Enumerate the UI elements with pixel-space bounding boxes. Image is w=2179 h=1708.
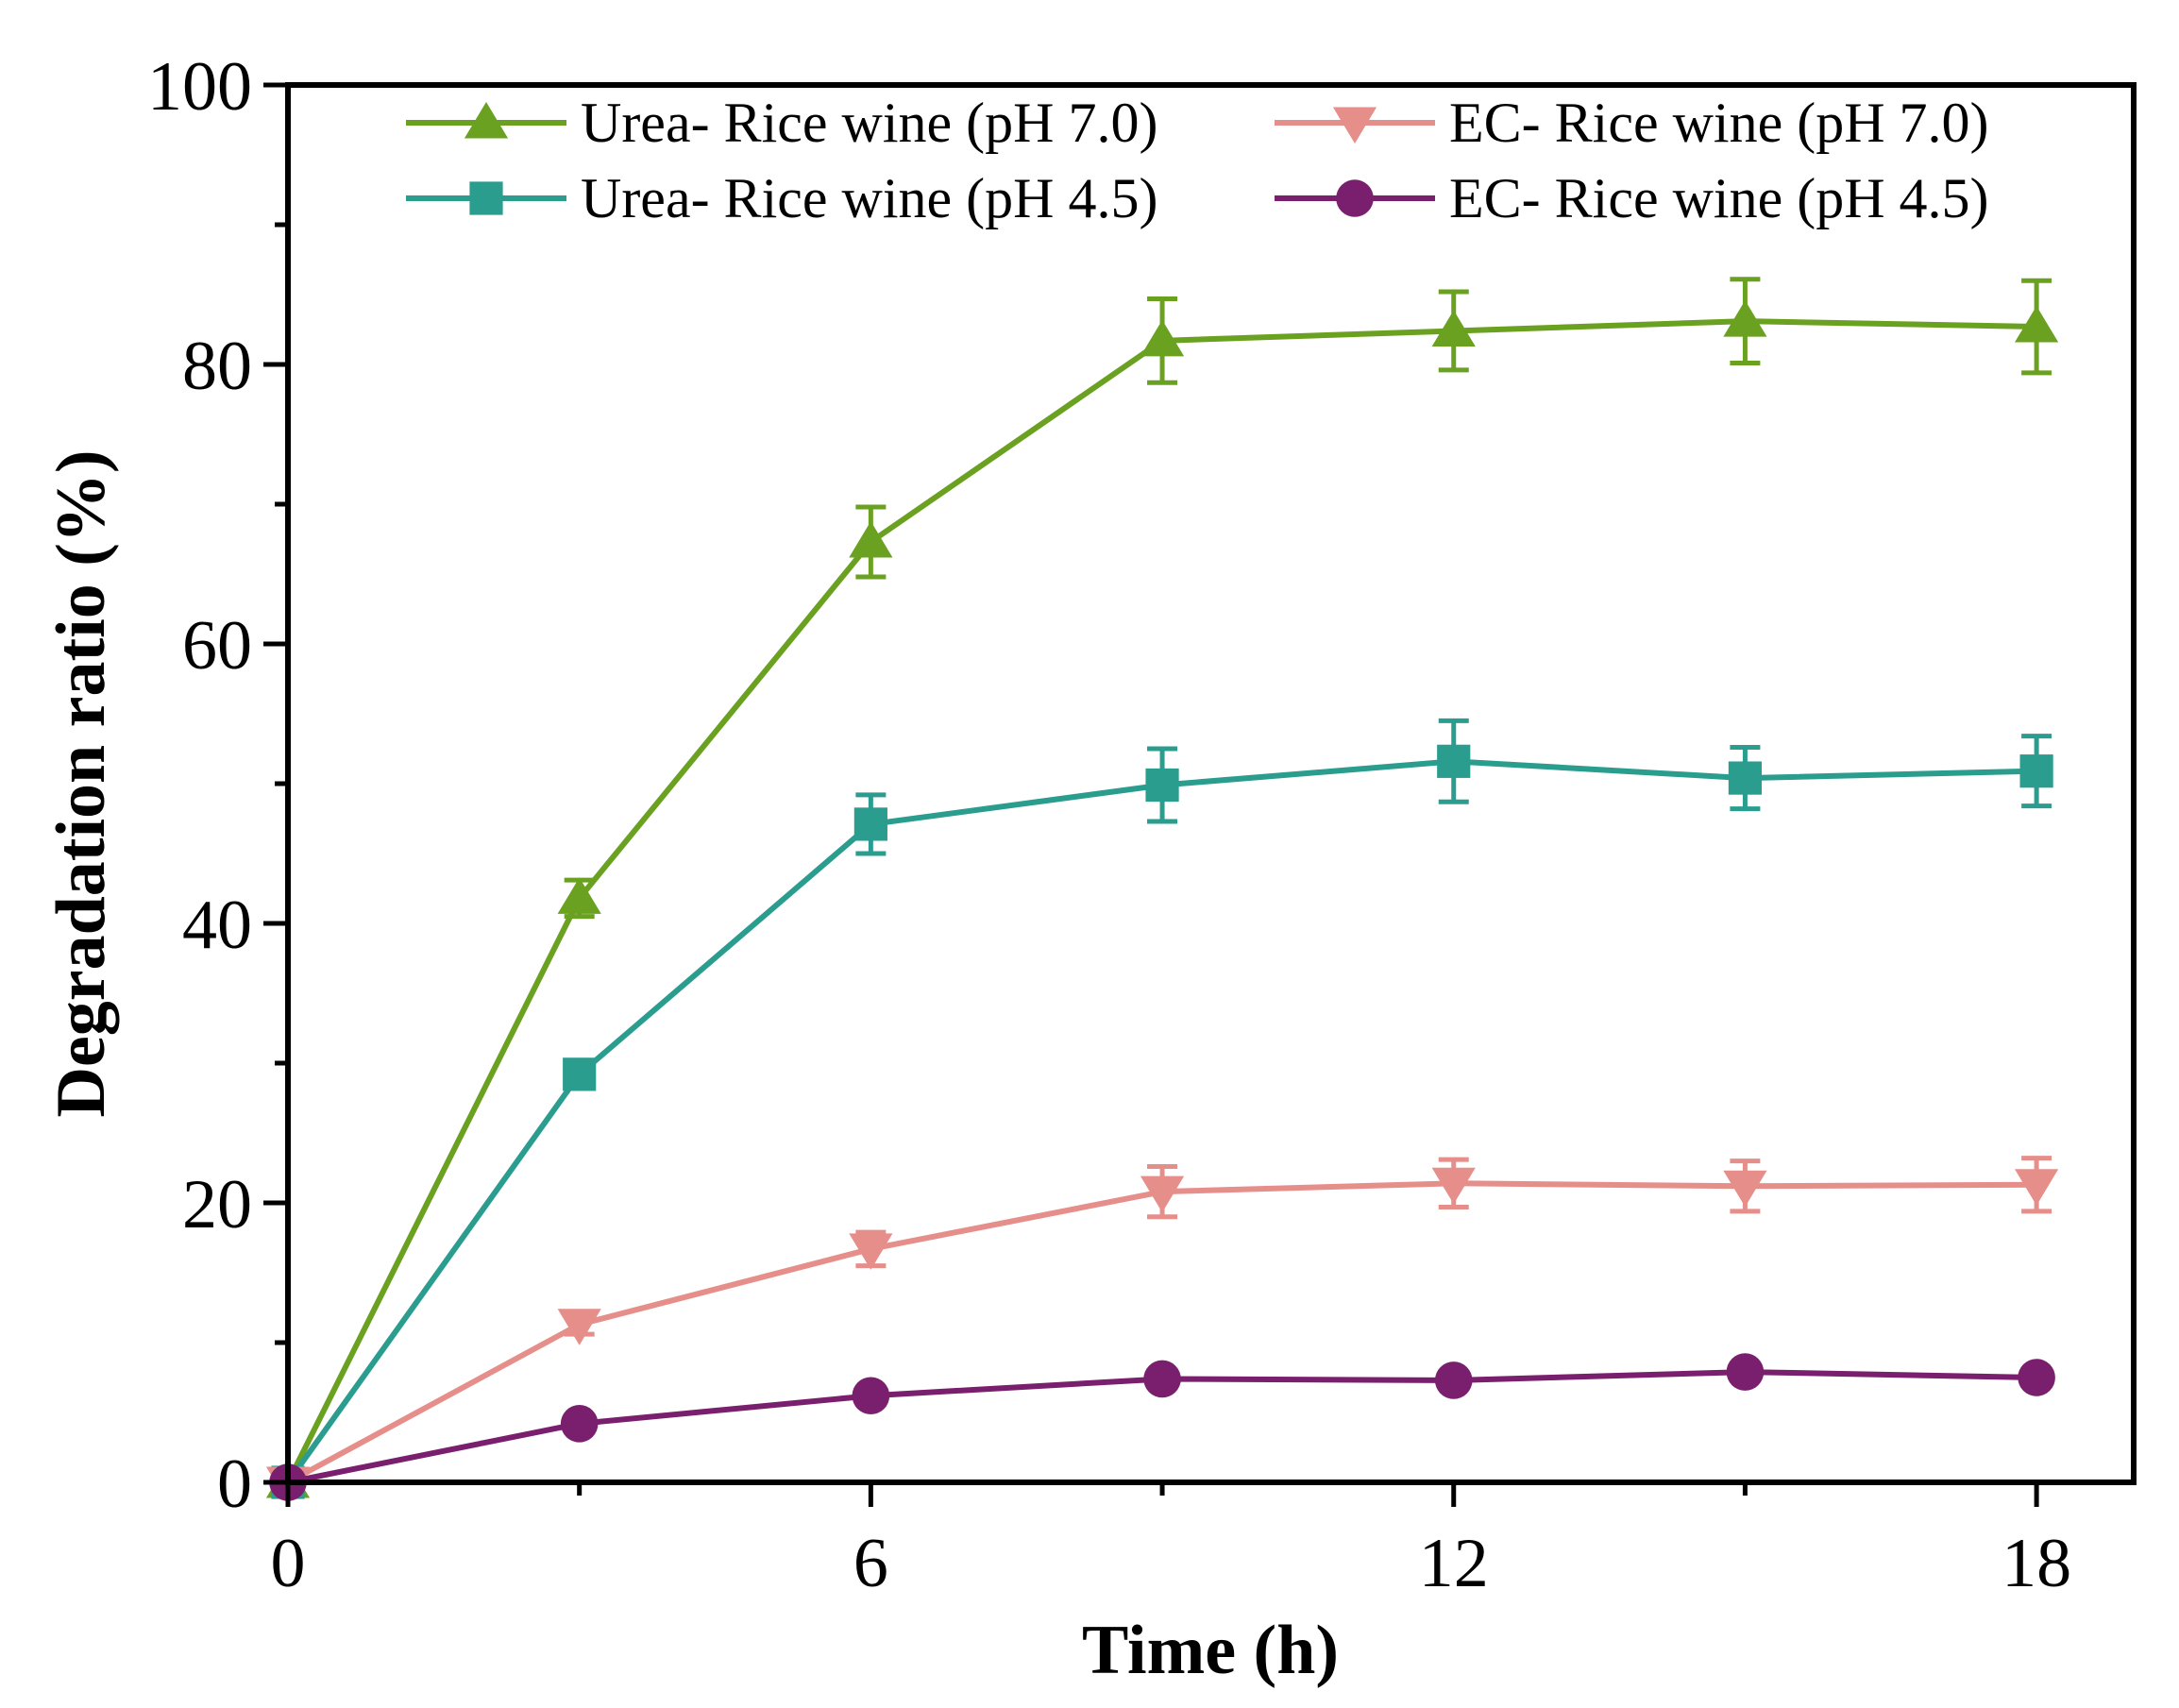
legend-marker xyxy=(1336,179,1374,217)
legend-marker xyxy=(1332,107,1377,144)
data-point xyxy=(1140,319,1185,357)
data-point xyxy=(560,1405,599,1443)
y-tick-label: 60 xyxy=(182,607,252,685)
legend-label: Urea- Rice wine (pH 7.0) xyxy=(581,92,1157,154)
data-point xyxy=(1431,310,1476,347)
data-point xyxy=(557,877,601,914)
legend-label: EC- Rice wine (pH 7.0) xyxy=(1449,92,1989,154)
x-axis-title: Time (h) xyxy=(1082,1612,1339,1689)
legend-item: EC- Rice wine (pH 7.0) xyxy=(1275,92,1989,154)
series-1 xyxy=(265,277,2059,1498)
y-tick-label: 20 xyxy=(182,1166,252,1243)
data-point xyxy=(852,1377,890,1415)
data-point xyxy=(1145,768,1179,803)
y-tick-label: 100 xyxy=(147,48,252,126)
data-point xyxy=(853,807,887,841)
y-tick-label: 80 xyxy=(182,328,252,405)
series-3 xyxy=(265,1156,2059,1503)
legend-label: Urea- Rice wine (pH 4.5) xyxy=(581,167,1157,229)
series-line xyxy=(285,318,2037,1484)
y-tick-label: 0 xyxy=(217,1446,252,1523)
x-tick-label: 6 xyxy=(853,1525,888,1602)
axes-layer: 0 6 12 18 0 20 40 60 80 100 xyxy=(147,48,2071,1602)
x-tick-label: 18 xyxy=(2002,1525,2071,1602)
series-4 xyxy=(269,1353,2055,1501)
series-line xyxy=(286,1180,2037,1485)
data-point xyxy=(2018,1359,2055,1396)
series-layer xyxy=(265,277,2059,1503)
data-point xyxy=(1143,1360,1181,1398)
data-point xyxy=(2019,754,2053,788)
data-point xyxy=(849,1233,893,1270)
data-point xyxy=(1437,744,1471,778)
data-point xyxy=(1728,761,1763,795)
legend-item: EC- Rice wine (pH 4.5) xyxy=(1275,167,1989,229)
legend-item: Urea- Rice wine (pH 7.0) xyxy=(406,92,1157,154)
data-point xyxy=(1723,1170,1767,1208)
data-point xyxy=(1434,1361,1473,1399)
data-point xyxy=(1723,300,1767,337)
x-tick-label: 12 xyxy=(1419,1525,1489,1602)
data-point xyxy=(1431,1167,1476,1205)
data-point xyxy=(1140,1175,1185,1213)
data-point xyxy=(563,1057,597,1091)
legend-item: Urea- Rice wine (pH 4.5) xyxy=(406,167,1157,229)
data-point xyxy=(849,520,893,558)
data-point xyxy=(2015,1169,2059,1206)
legend-marker xyxy=(464,102,509,139)
data-point xyxy=(1726,1353,1765,1391)
data-point xyxy=(2015,306,2059,343)
legend: Urea- Rice wine (pH 7.0) Urea- Rice wine … xyxy=(406,92,1989,229)
y-tick-label: 40 xyxy=(182,887,252,964)
legend-label: EC- Rice wine (pH 4.5) xyxy=(1449,167,1989,229)
data-point xyxy=(557,1309,601,1345)
y-axis-title: Degradation ratio (%) xyxy=(42,450,120,1118)
legend-marker xyxy=(469,181,503,215)
x-tick-label: 0 xyxy=(271,1525,306,1602)
